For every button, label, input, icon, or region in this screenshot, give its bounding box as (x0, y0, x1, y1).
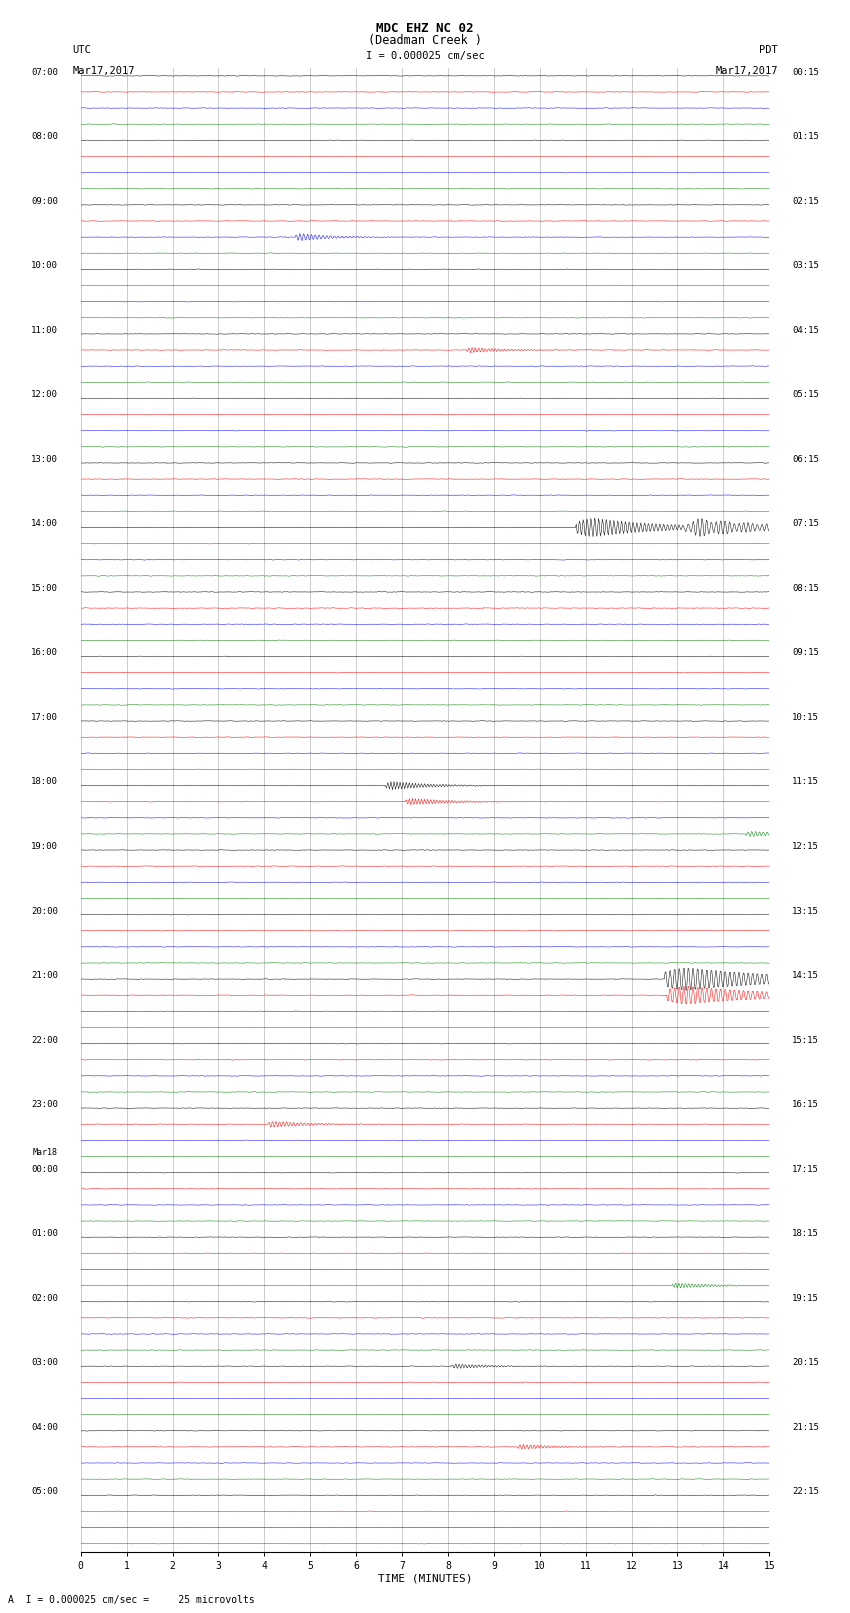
Text: 19:15: 19:15 (792, 1294, 819, 1303)
Text: 16:00: 16:00 (31, 648, 58, 658)
Text: (Deadman Creek ): (Deadman Creek ) (368, 34, 482, 47)
Text: 22:00: 22:00 (31, 1036, 58, 1045)
Text: 23:00: 23:00 (31, 1100, 58, 1110)
Text: MDC EHZ NC 02: MDC EHZ NC 02 (377, 23, 473, 35)
Text: 20:15: 20:15 (792, 1358, 819, 1368)
Text: 15:15: 15:15 (792, 1036, 819, 1045)
Text: 16:15: 16:15 (792, 1100, 819, 1110)
Text: 02:15: 02:15 (792, 197, 819, 206)
Text: 02:00: 02:00 (31, 1294, 58, 1303)
Text: 12:00: 12:00 (31, 390, 58, 400)
Text: 07:00: 07:00 (31, 68, 58, 77)
Text: 10:15: 10:15 (792, 713, 819, 723)
Text: 03:00: 03:00 (31, 1358, 58, 1368)
Text: 18:15: 18:15 (792, 1229, 819, 1239)
Text: 01:15: 01:15 (792, 132, 819, 142)
Text: 11:00: 11:00 (31, 326, 58, 336)
Text: 04:00: 04:00 (31, 1423, 58, 1432)
Text: 21:15: 21:15 (792, 1423, 819, 1432)
X-axis label: TIME (MINUTES): TIME (MINUTES) (377, 1574, 473, 1584)
Text: 20:00: 20:00 (31, 907, 58, 916)
Text: 09:15: 09:15 (792, 648, 819, 658)
Text: 01:00: 01:00 (31, 1229, 58, 1239)
Text: 17:00: 17:00 (31, 713, 58, 723)
Text: 00:15: 00:15 (792, 68, 819, 77)
Text: UTC: UTC (72, 45, 91, 55)
Text: 13:15: 13:15 (792, 907, 819, 916)
Text: I = 0.000025 cm/sec: I = 0.000025 cm/sec (366, 52, 484, 61)
Text: 08:15: 08:15 (792, 584, 819, 594)
Text: 13:00: 13:00 (31, 455, 58, 465)
Text: 21:00: 21:00 (31, 971, 58, 981)
Text: 22:15: 22:15 (792, 1487, 819, 1497)
Text: Mar18: Mar18 (33, 1147, 58, 1157)
Text: 09:00: 09:00 (31, 197, 58, 206)
Text: 17:15: 17:15 (792, 1165, 819, 1174)
Text: 10:00: 10:00 (31, 261, 58, 271)
Text: 05:00: 05:00 (31, 1487, 58, 1497)
Text: 18:00: 18:00 (31, 777, 58, 787)
Text: 03:15: 03:15 (792, 261, 819, 271)
Text: 08:00: 08:00 (31, 132, 58, 142)
Text: Mar17,2017: Mar17,2017 (72, 66, 135, 76)
Text: 12:15: 12:15 (792, 842, 819, 852)
Text: 06:15: 06:15 (792, 455, 819, 465)
Text: 05:15: 05:15 (792, 390, 819, 400)
Text: PDT: PDT (759, 45, 778, 55)
Text: 04:15: 04:15 (792, 326, 819, 336)
Text: 00:00: 00:00 (31, 1165, 58, 1174)
Text: 14:15: 14:15 (792, 971, 819, 981)
Text: 15:00: 15:00 (31, 584, 58, 594)
Text: 19:00: 19:00 (31, 842, 58, 852)
Text: 11:15: 11:15 (792, 777, 819, 787)
Text: Mar17,2017: Mar17,2017 (715, 66, 778, 76)
Text: A  I = 0.000025 cm/sec =     25 microvolts: A I = 0.000025 cm/sec = 25 microvolts (8, 1595, 255, 1605)
Text: 07:15: 07:15 (792, 519, 819, 529)
Text: 14:00: 14:00 (31, 519, 58, 529)
